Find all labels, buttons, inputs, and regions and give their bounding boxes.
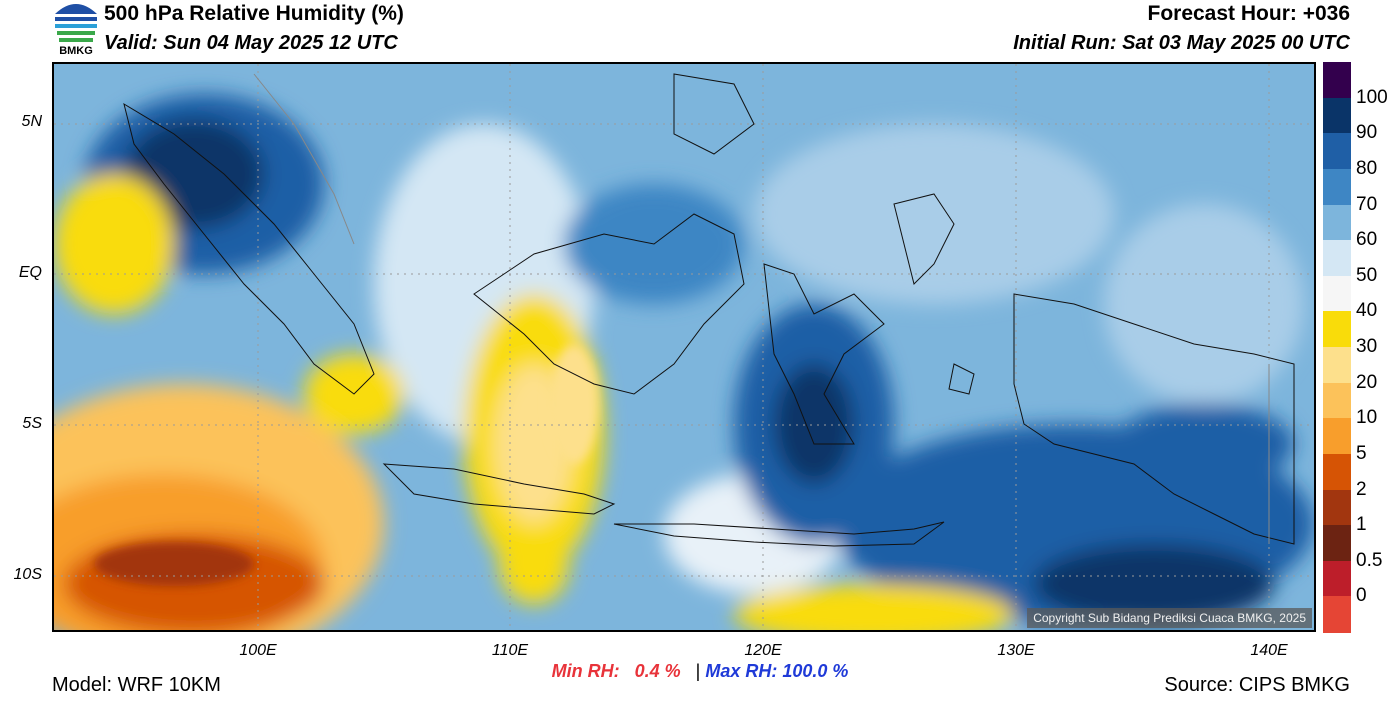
colorbar-label: 100 (1356, 86, 1388, 108)
colorbar-segment (1323, 347, 1351, 384)
copyright-notice: Copyright Sub Bidang Prediksi Cuaca BMKG… (1027, 608, 1312, 628)
colorbar-segment (1323, 311, 1351, 348)
colorbar-segment (1323, 596, 1351, 633)
colorbar-segment (1323, 418, 1351, 455)
colorbar-label: 5 (1356, 442, 1367, 464)
lat-label-5s: 5S (22, 415, 42, 432)
lon-label-100e: 100E (239, 642, 277, 659)
colorbar-segment (1323, 275, 1351, 312)
max-rh-value: 100.0 % (782, 661, 849, 681)
lon-label-130e: 130E (997, 642, 1035, 659)
min-rh-value: 0.4 % (634, 661, 681, 681)
colorbar-label: 10 (1356, 407, 1378, 429)
colorbar-label: 2 (1356, 478, 1367, 500)
valid-time: Valid: Sun 04 May 2025 12 UTC (104, 32, 398, 54)
lat-label-10s: 10S (13, 566, 42, 583)
lat-label-5n: 5N (21, 113, 42, 130)
colorbar-segment (1323, 453, 1351, 490)
colorbar-segment (1323, 133, 1351, 170)
colorbar-label: 0.5 (1356, 549, 1383, 571)
bmkg-logo: BMKG (51, 0, 101, 60)
colorbar-label: 50 (1356, 264, 1378, 286)
colorbar-segment (1323, 382, 1351, 419)
humidity-field (54, 64, 1314, 630)
lat-label-eq: EQ (18, 264, 42, 281)
colorbar-segment (1323, 525, 1351, 562)
map-title: 500 hPa Relative Humidity (%) (104, 2, 404, 25)
rh-stats: Min RH: 0.4 % | Max RH: 100.0 % (0, 661, 1400, 682)
min-rh-label: Min RH: (551, 661, 620, 681)
forecast-hour: Forecast Hour: +036 (1147, 2, 1351, 25)
colorbar-label: 20 (1356, 371, 1378, 393)
colorbar-segment (1323, 62, 1351, 99)
colorbar (1323, 62, 1351, 633)
model-name: Model: WRF 10KM (52, 674, 221, 696)
colorbar-segment (1323, 204, 1351, 241)
lon-label-110e: 110E (491, 642, 529, 659)
colorbar-segment (1323, 240, 1351, 277)
colorbar-label: 80 (1356, 157, 1378, 179)
humidity-map: Copyright Sub Bidang Prediksi Cuaca BMKG… (52, 62, 1316, 632)
colorbar-segment (1323, 489, 1351, 526)
colorbar-segment (1323, 168, 1351, 205)
data-source: Source: CIPS BMKG (1164, 674, 1350, 696)
lon-label-120e: 120E (744, 642, 782, 659)
colorbar-label: 70 (1356, 193, 1378, 215)
colorbar-label: 90 (1356, 122, 1378, 144)
colorbar-label: 40 (1356, 300, 1378, 322)
lon-label-140e: 140E (1250, 642, 1288, 659)
colorbar-label: 60 (1356, 229, 1378, 251)
colorbar-label: 0 (1356, 585, 1367, 607)
max-rh-label: Max RH: (705, 661, 778, 681)
colorbar-segment (1323, 97, 1351, 134)
colorbar-label: 30 (1356, 336, 1378, 357)
colorbar-label: 1 (1356, 514, 1367, 536)
initial-run: Initial Run: Sat 03 May 2025 00 UTC (1013, 32, 1350, 54)
logo-text: BMKG (59, 45, 93, 57)
colorbar-segment (1323, 560, 1351, 597)
stats-separator: | (695, 661, 701, 681)
